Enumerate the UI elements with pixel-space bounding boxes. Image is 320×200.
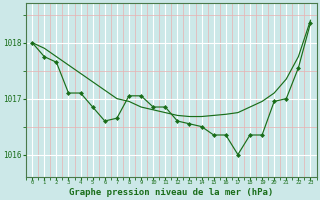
X-axis label: Graphe pression niveau de la mer (hPa): Graphe pression niveau de la mer (hPa) (69, 188, 274, 197)
